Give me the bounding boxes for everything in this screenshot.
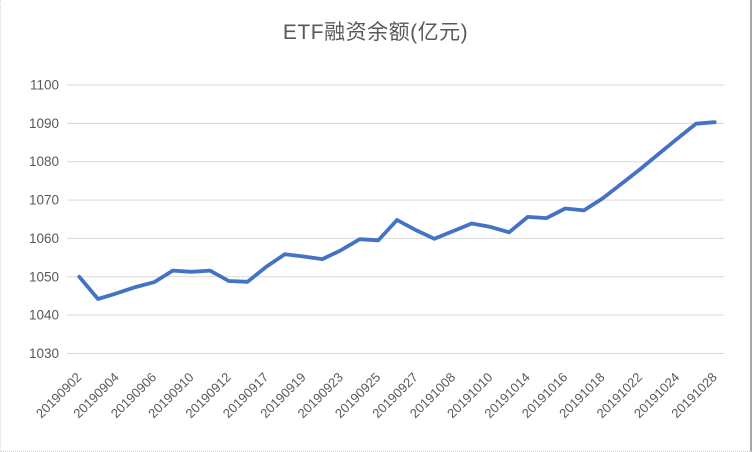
y-axis-label: 1090 <box>29 116 59 131</box>
y-axis-label: 1050 <box>29 269 59 284</box>
chart-title: ETF融资余额(亿元) <box>282 21 469 44</box>
y-axis-label: 1100 <box>30 78 59 93</box>
y-axis-label: 1060 <box>29 231 59 246</box>
y-axis-label: 1080 <box>29 154 59 169</box>
y-axis-label: 1030 <box>29 346 59 361</box>
y-axis-label: 1070 <box>29 193 59 208</box>
series-line <box>77 120 717 301</box>
y-axis-label: 1040 <box>29 308 59 323</box>
